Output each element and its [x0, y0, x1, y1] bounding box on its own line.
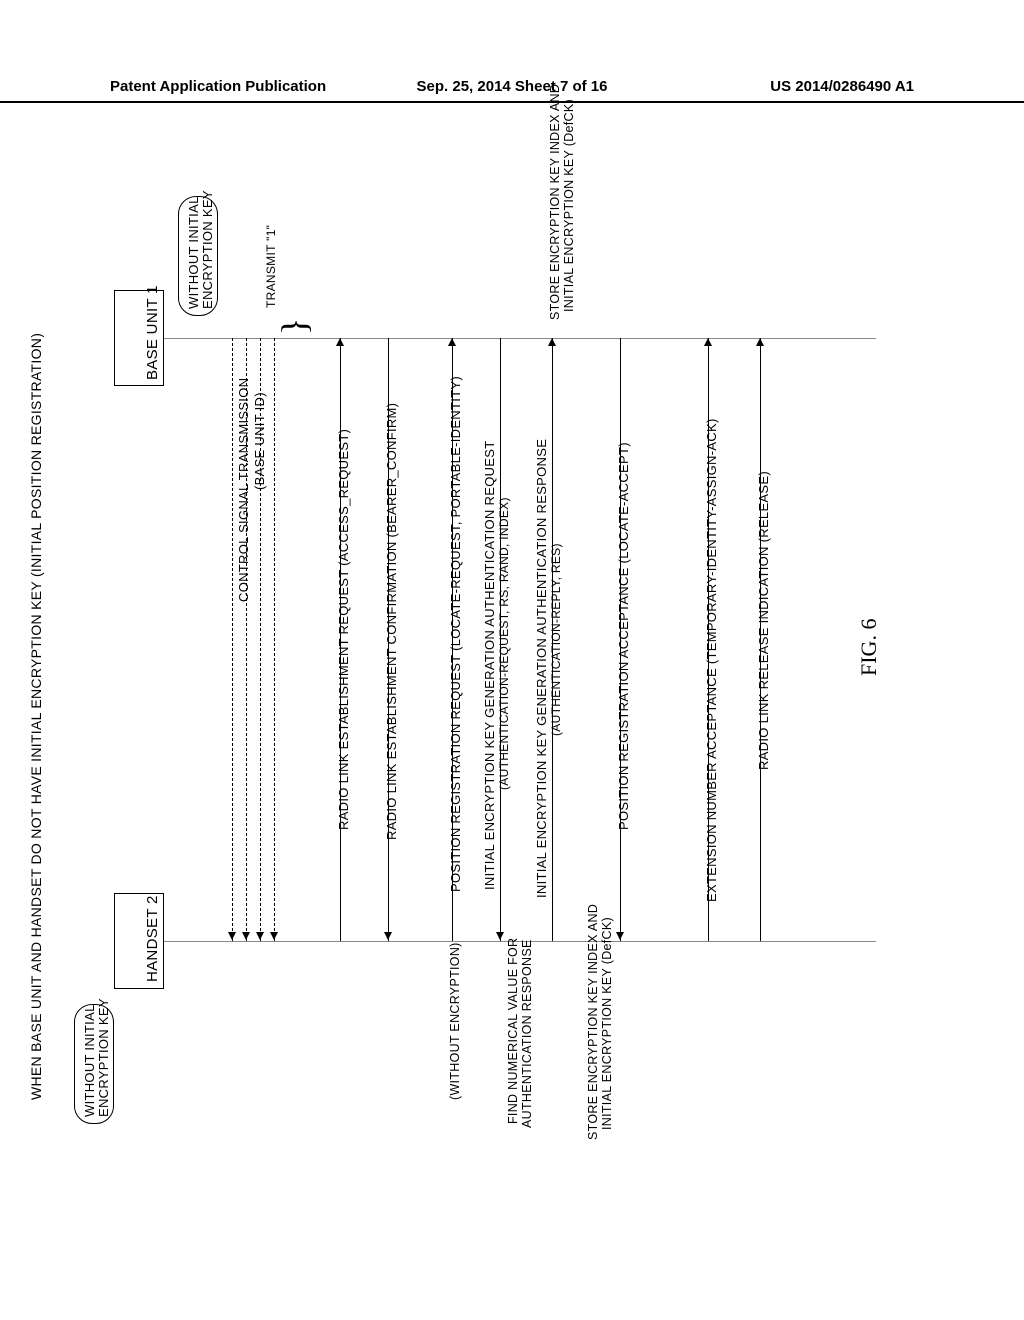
state-handset-no-key-line1: WITHOUT INITIAL: [82, 1004, 97, 1117]
msg-5-head: [616, 932, 624, 940]
state-base-no-key-line1: WITHOUT INITIAL: [186, 196, 201, 309]
msg-2-head: [448, 338, 456, 346]
msg-4-subtext: (AUTHENTICATION-REPLY, RES): [549, 543, 563, 736]
msg-2-left-note: (WITHOUT ENCRYPTION): [448, 942, 462, 1100]
msg-1-head: [384, 932, 392, 940]
msg-0-text: RADIO LINK ESTABLISHMENT REQUEST (ACCESS…: [336, 429, 351, 830]
broadcast-label-line2: (BASE UNIT ID): [252, 392, 267, 490]
msg-5-left-note-2: INITIAL ENCRYPTION KEY (DefCK): [600, 917, 614, 1130]
msg-3-text: INITIAL ENCRYPTION KEY GENERATION AUTHEN…: [482, 441, 497, 890]
lifeline-label-handset: HANDSET 2: [144, 895, 161, 982]
msg-4-head: [548, 338, 556, 346]
figure-6-sequence-diagram: WHEN BASE UNIT AND HANDSET DO NOT HAVE I…: [100, 190, 924, 1140]
msg-2-text: POSITION REGISTRATION REQUEST (LOCATE-RE…: [448, 376, 463, 892]
broadcast-arrow-1: [232, 338, 233, 941]
header-left: Patent Application Publication: [110, 78, 378, 95]
diagram-title: WHEN BASE UNIT AND HANDSET DO NOT HAVE I…: [28, 333, 44, 1100]
broadcast-arrow-3-head: [256, 932, 264, 940]
lifeline-label-base: BASE UNIT 1: [144, 285, 161, 380]
msg-5-text: POSITION REGISTRATION ACCEPTANCE (LOCATE…: [616, 442, 631, 830]
broadcast-arrow-1-head: [228, 932, 236, 940]
patent-header: Patent Application Publication Sep. 25, …: [0, 78, 1024, 103]
msg-6-head: [704, 338, 712, 346]
broadcast-arrow-4: [274, 338, 275, 941]
figure-caption: FIG. 6: [856, 619, 882, 676]
msg-5-left-note-1: STORE ENCRYPTION KEY INDEX AND: [586, 904, 600, 1140]
broadcast-brace-note: TRANSMIT "1": [264, 225, 278, 308]
broadcast-arrow-4-head: [270, 932, 278, 940]
header-right: US 2014/0286490 A1: [646, 78, 914, 95]
state-base-no-key-line2: ENCRYPTION KEY: [200, 190, 215, 309]
msg-4-right-note-1: STORE ENCRYPTION KEY INDEX AND: [548, 84, 562, 320]
msg-3-head: [496, 932, 504, 940]
msg-4-left-note-2: AUTHENTICATION RESPONSE: [520, 939, 534, 1128]
msg-4-text: INITIAL ENCRYPTION KEY GENERATION AUTHEN…: [534, 439, 549, 898]
msg-4-right-note-2: INITIAL ENCRYPTION KEY (DefCK): [562, 99, 576, 312]
header-center: Sep. 25, 2014 Sheet 7 of 16: [378, 78, 646, 95]
msg-6-text: EXTENSION NUMBER ACCEPTANCE (TEMPORARY-I…: [704, 418, 719, 902]
state-handset-no-key-line2: ENCRYPTION KEY: [96, 998, 111, 1117]
msg-7-text: RADIO LINK RELEASE INDICATION (RELEASE): [756, 471, 771, 770]
msg-7-head: [756, 338, 764, 346]
broadcast-brace: }: [276, 318, 312, 335]
msg-0-head: [336, 338, 344, 346]
broadcast-label-line1: CONTROL SIGNAL TRANSMISSION: [236, 378, 251, 602]
msg-4-left-note-1: FIND NUMERICAL VALUE FOR: [506, 938, 520, 1124]
msg-1-text: RADIO LINK ESTABLISHMENT CONFIRMATION (B…: [384, 403, 399, 840]
msg-3-subtext: (AUTHENTICATION-REQUEST, RS, RAND, INDEX…: [497, 497, 511, 790]
broadcast-arrow-2-head: [242, 932, 250, 940]
lifeline-base: [164, 338, 876, 339]
